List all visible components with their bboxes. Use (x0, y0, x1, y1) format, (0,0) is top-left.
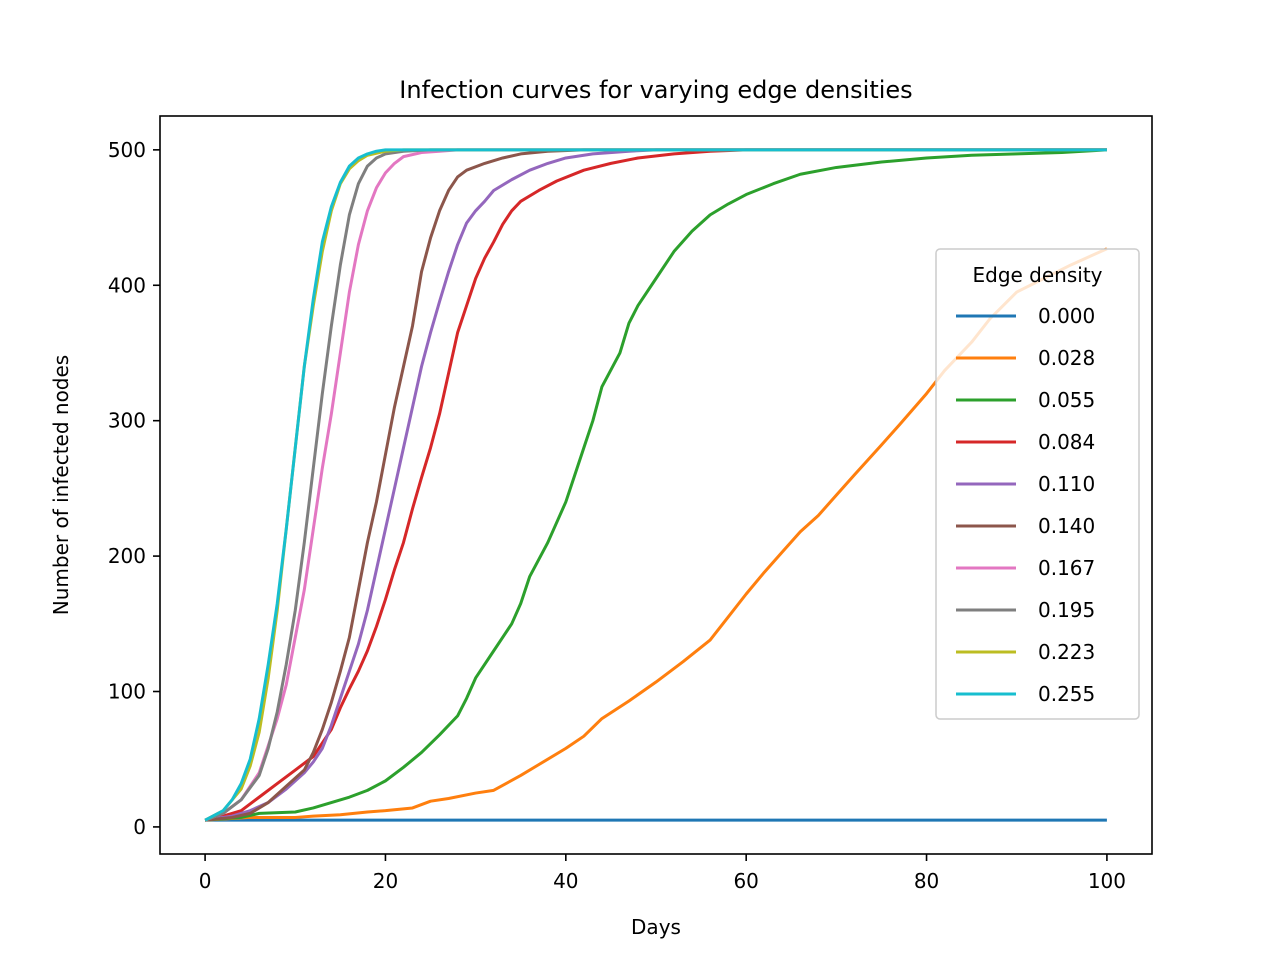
x-tick-label: 40 (553, 869, 578, 893)
y-tick-label: 400 (108, 273, 146, 297)
legend-item: 0.195 (956, 598, 1095, 622)
plot-frame (159, 115, 1153, 855)
legend-label: 0.028 (1038, 346, 1095, 370)
plot-area (204, 148, 1108, 822)
legend-item: 0.110 (956, 472, 1095, 496)
y-tick-label: 100 (108, 680, 146, 704)
legend-item: 0.255 (956, 682, 1095, 706)
legend-item: 0.223 (956, 640, 1095, 664)
series-line-0.195 (204, 148, 1107, 822)
legend-item: 0.140 (956, 514, 1095, 538)
legend-item: 0.055 (956, 388, 1095, 412)
legend-label: 0.055 (1038, 388, 1095, 412)
legend-label: 0.140 (1038, 514, 1095, 538)
y-tick-label: 300 (108, 409, 146, 433)
y-axis-label: Number of infected nodes (49, 355, 73, 615)
legend-label: 0.255 (1038, 682, 1095, 706)
legend-label: 0.195 (1038, 598, 1095, 622)
series-line-0.255 (204, 148, 1107, 822)
legend-item: 0.167 (956, 556, 1095, 580)
legend-label: 0.000 (1038, 304, 1095, 328)
x-tick-label: 100 (1088, 869, 1126, 893)
legend-item: 0.028 (956, 346, 1095, 370)
series-line-0.055 (204, 148, 1107, 822)
y-tick-label: 0 (133, 815, 146, 839)
chart-title: Infection curves for varying edge densit… (399, 76, 912, 104)
x-tick-label: 0 (199, 869, 212, 893)
x-tick-label: 60 (733, 869, 758, 893)
x-tick-label: 80 (914, 869, 939, 893)
axes: 0 20 40 60 80 100 0 100 200 300 400 500 (108, 115, 1153, 893)
legend-item: 0.084 (956, 430, 1095, 454)
series-line-0.110 (204, 148, 1107, 822)
series-line-0.084 (204, 148, 1107, 822)
y-tick-label: 200 (108, 544, 146, 568)
legend-label: 0.110 (1038, 472, 1095, 496)
x-axis-label: Days (631, 915, 681, 939)
series-line-0.140 (204, 148, 1107, 822)
legend-label: 0.084 (1038, 430, 1095, 454)
legend-label: 0.167 (1038, 556, 1095, 580)
legend: Edge density 0.000 0.028 0.055 0.084 0.110 0.1… (935, 248, 1140, 720)
legend-box (935, 248, 1140, 720)
legend-title: Edge density (972, 263, 1102, 287)
legend-item: 0.000 (956, 304, 1095, 328)
x-tick-label: 20 (373, 869, 398, 893)
y-tick-label: 500 (108, 138, 146, 162)
legend-label: 0.223 (1038, 640, 1095, 664)
